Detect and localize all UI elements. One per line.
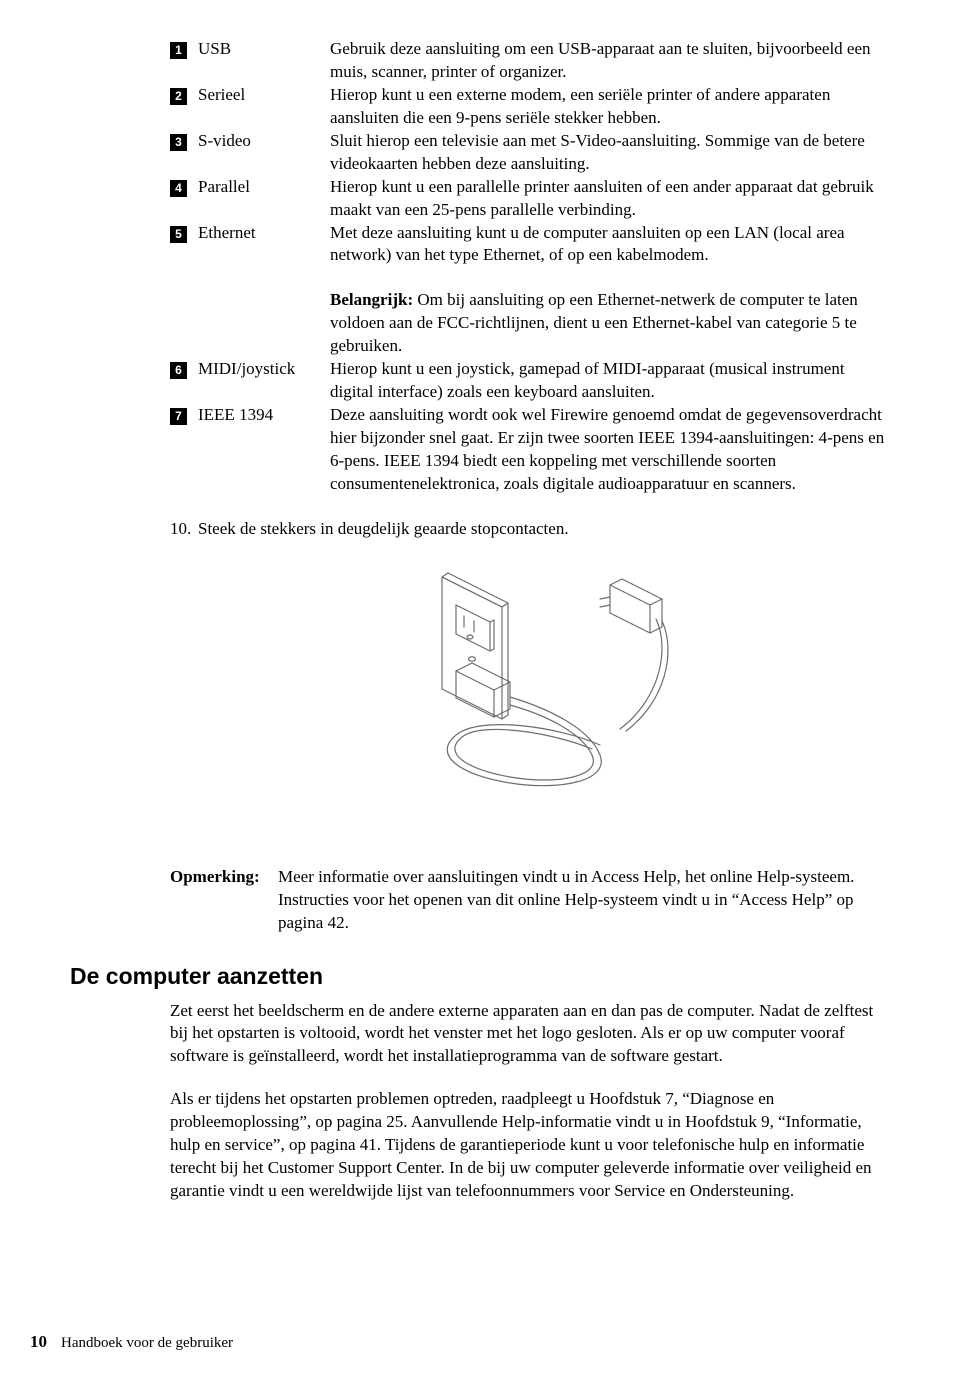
footer-title: Handboek voor de gebruiker [61,1335,233,1351]
num-col: 7 [170,404,198,427]
step-text: Steek de stekkers in deugdelijk geaarde … [198,519,569,538]
connector-row: 2 Serieel Hierop kunt u een externe mode… [170,84,890,130]
connector-desc: Deze aansluiting wordt ook wel Firewire … [330,404,890,496]
section-body: Zet eerst het beeldscherm en de andere e… [170,1000,890,1204]
outlet-svg [350,559,710,799]
connector-row: 5 Ethernet Met deze aansluiting kunt u d… [170,222,890,268]
num-badge: 6 [170,362,187,379]
section-heading: De computer aanzetten [70,963,890,990]
step-10: 10.Steek de stekkers in deugdelijk geaar… [170,518,890,806]
connector-desc: Sluit hierop een televisie aan met S-Vid… [330,130,890,176]
connector-row: 3 S-video Sluit hierop een televisie aan… [170,130,890,176]
important-row: Belangrijk: Om bij aansluiting op een Et… [170,289,890,358]
connector-label: S-video [198,130,330,153]
connector-desc: Met deze aansluiting kunt u de computer … [330,222,890,268]
connector-row: 4 Parallel Hierop kunt u een parallelle … [170,176,890,222]
num-col: 4 [170,176,198,199]
connector-label: Ethernet [198,222,330,245]
section-paragraph: Zet eerst het beeldscherm en de andere e… [170,1000,890,1069]
connector-label: IEEE 1394 [198,404,330,427]
connector-desc: Hierop kunt u een externe modem, een ser… [330,84,890,130]
manual-page: 1 USB Gebruik deze aansluiting om een US… [0,0,960,1386]
num-col: 6 [170,358,198,381]
connector-desc: Gebruik deze aansluiting om een USB-appa… [330,38,890,84]
connector-desc: Hierop kunt u een joystick, gamepad of M… [330,358,890,404]
note-block: Opmerking: Meer informatie over aansluit… [170,866,890,935]
connector-desc: Hierop kunt u een parallelle printer aan… [330,176,890,222]
num-badge: 4 [170,180,187,197]
num-badge: 3 [170,134,187,151]
num-col: 1 [170,38,198,61]
num-col: 2 [170,84,198,107]
connector-label: Serieel [198,84,330,107]
step-number: 10. [170,518,198,541]
connector-row: 7 IEEE 1394 Deze aansluiting wordt ook w… [170,404,890,496]
connector-label: Parallel [198,176,330,199]
connector-definitions: 1 USB Gebruik deze aansluiting om een US… [170,38,890,496]
outlet-illustration [170,559,890,806]
num-col: 5 [170,222,198,245]
num-col: 3 [170,130,198,153]
connector-row: 6 MIDI/joystick Hierop kunt u een joysti… [170,358,890,404]
num-badge: 1 [170,42,187,59]
num-badge: 5 [170,226,187,243]
section-paragraph: Als er tijdens het opstarten problemen o… [170,1088,890,1203]
page-number: 10 [30,1332,47,1351]
connector-row: 1 USB Gebruik deze aansluiting om een US… [170,38,890,84]
important-text: Belangrijk: Om bij aansluiting op een Et… [330,289,890,358]
num-badge: 7 [170,408,187,425]
spacer [170,267,890,289]
note-label: Opmerking: [170,866,278,935]
note-text: Meer informatie over aansluitingen vindt… [278,866,890,935]
connector-label: USB [198,38,330,61]
important-bold: Belangrijk: [330,290,413,309]
connector-label: MIDI/joystick [198,358,330,381]
page-footer: 10 Handboek voor de gebruiker [30,1332,233,1352]
num-badge: 2 [170,88,187,105]
